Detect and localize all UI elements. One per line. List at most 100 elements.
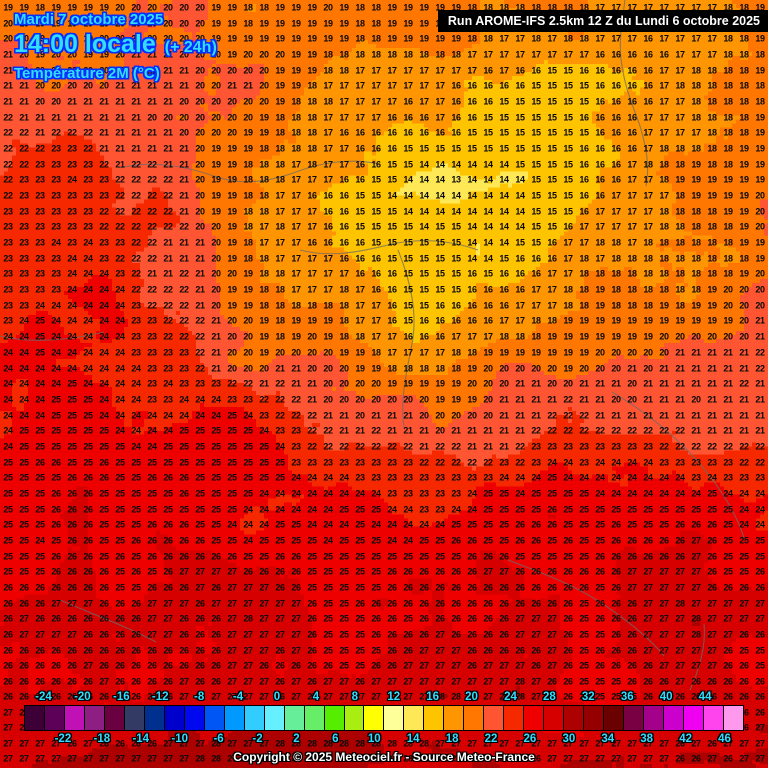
grid-value: 26 bbox=[723, 754, 733, 764]
grid-value: 28 bbox=[291, 739, 301, 748]
grid-value: 27 bbox=[435, 754, 445, 764]
grid-value: 27 bbox=[515, 739, 525, 748]
legend-tick: 10 bbox=[368, 733, 381, 745]
grid-value: 26 bbox=[675, 754, 685, 764]
grid-value: 27 bbox=[611, 739, 621, 748]
grid-value: 28 bbox=[307, 739, 317, 748]
grid-value: 26 bbox=[3, 692, 13, 702]
grid-value: 27 bbox=[179, 754, 189, 764]
grid-value: 27 bbox=[387, 692, 397, 702]
grid-value: 27 bbox=[259, 692, 269, 702]
legend-swatch[interactable] bbox=[683, 706, 704, 730]
grid-value: 28 bbox=[355, 754, 365, 764]
grid-value: 27 bbox=[3, 708, 13, 717]
legend-swatch[interactable] bbox=[644, 706, 664, 730]
legend-swatch[interactable] bbox=[404, 706, 425, 730]
grid-value: 27 bbox=[739, 754, 749, 764]
grid-value: 28 bbox=[419, 739, 429, 748]
legend-swatch[interactable] bbox=[244, 706, 265, 730]
grid-value: 27 bbox=[211, 692, 221, 702]
legend-swatch[interactable] bbox=[664, 706, 684, 730]
legend-swatch[interactable] bbox=[204, 706, 225, 730]
grid-value: 27 bbox=[435, 739, 445, 748]
grid-value: 27 bbox=[467, 754, 477, 764]
legend-swatch[interactable] bbox=[104, 706, 125, 730]
temperature-map[interactable]: 19 19 18 19 19 19 19 20 20 20 20 20 20 19 19 18 18 19 19 19… bbox=[0, 0, 768, 690]
grid-value: 29 bbox=[275, 754, 285, 764]
grid-value: 27 bbox=[419, 692, 429, 702]
legend-swatch[interactable] bbox=[304, 706, 325, 730]
legend-swatch[interactable] bbox=[544, 706, 565, 730]
grid-value: 27 bbox=[35, 739, 45, 748]
grid-value: 27 bbox=[83, 739, 93, 748]
legend-swatch[interactable] bbox=[224, 706, 245, 730]
legend-tick: 36 bbox=[621, 691, 634, 703]
color-swatch-bar[interactable] bbox=[24, 705, 744, 731]
legend-swatch[interactable] bbox=[464, 706, 485, 730]
legend-tick: 18 bbox=[446, 733, 459, 745]
legend-swatch[interactable] bbox=[25, 706, 45, 730]
grid-value: 27 bbox=[115, 754, 125, 764]
legend-swatch[interactable] bbox=[284, 706, 305, 730]
legend-swatch[interactable] bbox=[584, 706, 605, 730]
legend-tick: 24 bbox=[504, 691, 517, 703]
legend-swatch[interactable] bbox=[164, 706, 185, 730]
grid-value: 26 bbox=[723, 692, 733, 702]
legend-swatch[interactable] bbox=[723, 706, 743, 730]
grid-value: 25 bbox=[595, 692, 605, 702]
grid-value: 26 bbox=[691, 754, 701, 764]
grid-value: 28 bbox=[259, 754, 269, 764]
legend-swatch[interactable] bbox=[384, 706, 405, 730]
map-title-overlay: Mardi 7 octobre 2025 14:00 locale (+ 24h… bbox=[14, 10, 217, 83]
legend-tick: 22 bbox=[485, 733, 498, 745]
grid-value: 26 bbox=[755, 708, 765, 717]
legend-swatch[interactable] bbox=[184, 706, 205, 730]
grid-value: 26 bbox=[83, 692, 93, 702]
grid-value: 27 bbox=[35, 754, 45, 764]
legend-swatch[interactable] bbox=[324, 706, 345, 730]
legend-swatch[interactable] bbox=[703, 706, 724, 730]
legend-swatch[interactable] bbox=[64, 706, 85, 730]
legend-swatch[interactable] bbox=[524, 706, 545, 730]
grid-value: 26 bbox=[147, 739, 157, 748]
grid-value: 26 bbox=[515, 754, 525, 764]
forecast-time-label: 14:00 locale bbox=[14, 30, 156, 59]
grid-value: 26 bbox=[67, 692, 77, 702]
legend-swatch[interactable] bbox=[484, 706, 505, 730]
grid-value: 27 bbox=[19, 754, 29, 764]
grid-value: 27 bbox=[83, 754, 93, 764]
legend-swatch[interactable] bbox=[604, 706, 625, 730]
legend-swatch[interactable] bbox=[264, 706, 285, 730]
grid-value: 28 bbox=[275, 739, 285, 748]
legend-swatch[interactable] bbox=[564, 706, 585, 730]
grid-value: 27 bbox=[499, 754, 509, 764]
model-run-header: Run AROME-IFS 2.5km 12 Z du Lundi 6 octo… bbox=[437, 10, 768, 32]
grid-value: 27 bbox=[563, 754, 573, 764]
grid-value: 26 bbox=[275, 692, 285, 702]
grid-value: 27 bbox=[51, 754, 61, 764]
grid-value: 27 bbox=[163, 754, 173, 764]
copyright-label: Copyright © 2025 Meteociel.fr - Source M… bbox=[0, 750, 768, 764]
legend-swatch[interactable] bbox=[124, 706, 145, 730]
legend-swatch[interactable] bbox=[84, 706, 105, 730]
legend-tick: 40 bbox=[660, 691, 673, 703]
legend-swatch[interactable] bbox=[424, 706, 445, 730]
legend-swatch[interactable] bbox=[364, 706, 385, 730]
legend-swatch[interactable] bbox=[44, 706, 65, 730]
legend-tick: 46 bbox=[718, 733, 731, 745]
legend-tick: -8 bbox=[194, 691, 204, 703]
legend-swatch[interactable] bbox=[444, 706, 465, 730]
legend-tick: 34 bbox=[601, 733, 614, 745]
grid-value: 27 bbox=[339, 692, 349, 702]
legend-swatch[interactable] bbox=[504, 706, 525, 730]
grid-value: 28 bbox=[323, 739, 333, 748]
legend-swatch[interactable] bbox=[344, 706, 365, 730]
legend-tick: 32 bbox=[582, 691, 595, 703]
grid-value: 26 bbox=[739, 692, 749, 702]
grid-value: 27 bbox=[483, 739, 493, 748]
grid-value: 25 bbox=[627, 692, 637, 702]
legend-swatch[interactable] bbox=[144, 706, 165, 730]
grid-value: 28 bbox=[419, 754, 429, 764]
grid-value: 26 bbox=[35, 692, 45, 702]
legend-swatch[interactable] bbox=[624, 706, 645, 730]
